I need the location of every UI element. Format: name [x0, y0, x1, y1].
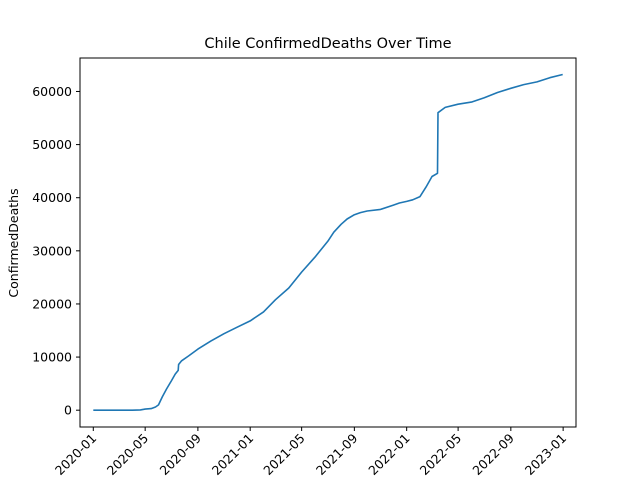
y-tick-label: 60000: [32, 84, 72, 99]
x-tick-label: 2023-01: [522, 431, 570, 479]
series-layer: [93, 73, 563, 412]
plot-frame: [79, 57, 577, 428]
series-line-0: [93, 73, 563, 412]
y-axis-label: ConfirmedDeaths: [6, 188, 21, 297]
y-tick-label: 0: [64, 403, 72, 418]
x-tick-label: 2020-05: [104, 431, 152, 479]
y-tick-label: 10000: [32, 350, 72, 365]
y-tick-label: 40000: [32, 190, 72, 205]
x-tick-label: 2021-01: [209, 431, 257, 479]
y-tick-label: 50000: [32, 137, 72, 152]
x-axis: 2020-01 2020-05 2020-09 2021-01 2021-05 2021-…: [52, 427, 569, 478]
y-tick-label: 20000: [32, 296, 72, 311]
x-tick-label: 2022-05: [417, 431, 465, 479]
x-tick-label: 2021-05: [260, 431, 308, 479]
x-tick-label: 2020-01: [52, 431, 100, 479]
x-tick-label: 2022-09: [469, 430, 517, 478]
chart-title: Chile ConfirmedDeaths Over Time: [204, 36, 451, 52]
x-tick-label: 2021-09: [313, 430, 361, 478]
x-tick-label: 2020-09: [156, 430, 204, 478]
y-axis: 0 10000 20000 30000 40000 50000 60000: [32, 84, 80, 418]
y-tick-label: 30000: [32, 243, 72, 258]
x-tick-label: 2022-01: [365, 431, 413, 479]
